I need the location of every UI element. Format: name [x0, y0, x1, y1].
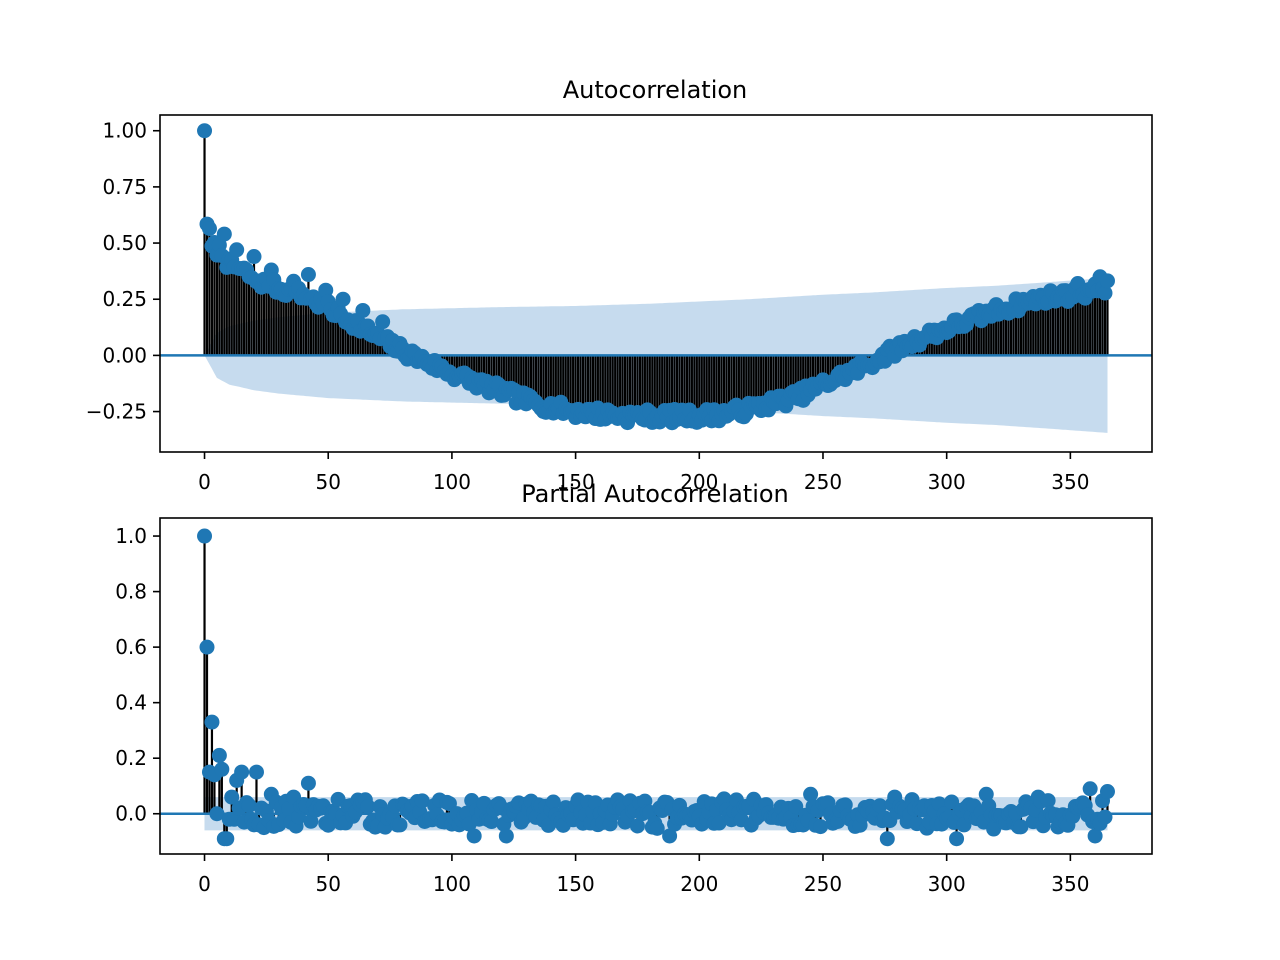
y-tick-label: 0.25	[102, 287, 147, 311]
y-axis-ticks: 1.0 0.8 0.6 0.4 0.2 0.0	[115, 524, 160, 826]
stem-marker	[216, 226, 232, 242]
stem-marker	[201, 220, 217, 236]
x-tick-label: 250	[804, 872, 842, 896]
stem-marker	[375, 314, 391, 330]
stem-marker	[209, 806, 225, 822]
stem-marker	[300, 267, 316, 283]
stem-marker	[414, 793, 430, 809]
stem-marker	[281, 801, 297, 817]
y-axis-ticks: 1.00 0.75 0.50 0.25 0.00 −0.25	[86, 119, 160, 424]
x-tick-label: 300	[928, 470, 966, 494]
stem-markers	[197, 123, 1115, 431]
stem-marker	[629, 818, 645, 834]
stem-marker	[246, 249, 262, 265]
y-tick-label: −0.25	[86, 400, 147, 424]
x-tick-label: 350	[1051, 470, 1089, 494]
stem-marker	[197, 123, 213, 139]
x-tick-label: 300	[928, 872, 966, 896]
stem-marker	[944, 794, 960, 810]
x-tick-label: 200	[680, 470, 718, 494]
stem-marker	[392, 817, 408, 833]
y-tick-label: 0.00	[102, 343, 147, 367]
x-tick-label: 100	[433, 872, 471, 896]
y-tick-label: 0.0	[115, 802, 147, 826]
autocorrelation-plot: 0 50 100 150 200 250 300 350 1.00 0.75 0.50 0.25 0.…	[86, 76, 1153, 494]
stem-marker	[320, 817, 336, 833]
stem-markers	[197, 528, 1115, 847]
y-tick-label: 0.75	[102, 175, 147, 199]
axes-border	[159, 114, 1153, 453]
stem-marker	[872, 798, 888, 814]
stem-marker	[318, 282, 334, 298]
x-axis-ticks: 0 50 100 150 200 250 300 350	[198, 854, 1089, 896]
y-tick-label: 0.6	[115, 635, 147, 659]
x-tick-label: 0	[198, 872, 211, 896]
stem-marker	[879, 831, 895, 847]
stem-marker	[204, 714, 220, 730]
x-tick-label: 150	[557, 872, 595, 896]
stem-marker	[483, 814, 499, 830]
x-tick-label: 350	[1051, 872, 1089, 896]
y-tick-label: 1.0	[115, 524, 147, 548]
x-tick-label: 50	[315, 872, 340, 896]
stem-marker	[1097, 285, 1113, 301]
y-tick-label: 0.2	[115, 746, 147, 770]
stem-marker	[1013, 819, 1029, 835]
stem-marker	[241, 797, 257, 813]
stem-marker	[224, 789, 240, 805]
chart-title: Autocorrelation	[563, 76, 748, 104]
x-axis-ticks: 0 50 100 150 200 250 300 350	[198, 452, 1089, 494]
x-tick-label: 150	[557, 470, 595, 494]
stem-marker	[229, 242, 245, 258]
stem-marker	[214, 761, 230, 777]
stem-marker	[1099, 784, 1115, 800]
stem-marker	[1099, 273, 1115, 289]
y-tick-label: 1.00	[102, 119, 147, 143]
stem-marker	[978, 786, 994, 802]
stem-marker	[1097, 809, 1113, 825]
axes-frame	[159, 114, 1153, 453]
stem-marker	[1082, 781, 1098, 797]
stem-marker	[219, 831, 235, 847]
stem-marker	[300, 775, 316, 791]
axes-frame	[159, 517, 1153, 855]
stem-marker	[788, 799, 804, 815]
stem-marker	[803, 786, 819, 802]
stem-marker	[1087, 828, 1103, 844]
stem-marker	[234, 764, 250, 780]
stem-marker	[649, 820, 665, 836]
x-tick-label: 100	[433, 470, 471, 494]
stem-marker	[949, 831, 965, 847]
partial-autocorrelation-plot: 0 50 100 150 200 250 300 350 1.0 0.8 0.6 0.4 0.2 0.0…	[115, 480, 1153, 896]
axes-border	[159, 517, 1153, 855]
stem-marker	[820, 795, 836, 811]
stem-marker	[248, 764, 264, 780]
stem-marker	[1040, 793, 1056, 809]
stem-marker	[662, 828, 678, 844]
stem-marker	[360, 798, 376, 814]
x-tick-label: 50	[315, 470, 340, 494]
y-tick-label: 0.8	[115, 580, 147, 604]
stem-marker	[813, 819, 829, 835]
x-tick-label: 200	[680, 872, 718, 896]
stem-marker	[498, 828, 514, 844]
stem-marker	[355, 302, 371, 318]
stem-marker	[545, 794, 561, 810]
x-tick-label: 250	[804, 470, 842, 494]
stem-marker	[466, 828, 482, 844]
y-tick-label: 0.4	[115, 691, 147, 715]
stem-marker	[199, 639, 215, 655]
stem-marker	[303, 813, 319, 829]
y-tick-label: 0.50	[102, 231, 147, 255]
chart-title: Partial Autocorrelation	[521, 480, 789, 508]
stem-marker	[197, 528, 213, 544]
stem-marker	[335, 291, 351, 307]
x-tick-label: 0	[198, 470, 211, 494]
stem-marker	[211, 747, 227, 763]
